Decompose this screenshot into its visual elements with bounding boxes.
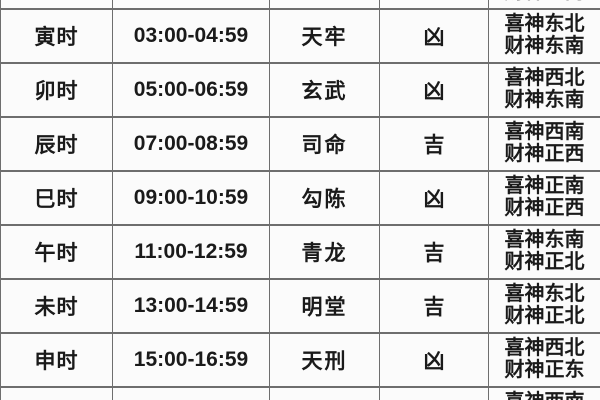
cell-fortune: 吉 — [379, 116, 489, 172]
cell-fortune: 吉 — [379, 224, 489, 280]
cell-shichen: 丑时 — [0, 0, 113, 10]
table-row[interactable]: 巳时 09:00-10:59 勾陈凶喜神正南 财神正西 — [0, 170, 600, 226]
table-row[interactable]: 丑时01:00-02:59天庭吉喜神东北财神正南 — [0, 0, 600, 10]
table-row[interactable]: 申时 15:00-16:59 天刑凶喜神西北 财神正东 — [0, 332, 600, 388]
cell-star-deity: 天庭 — [269, 0, 380, 10]
direction-caishen: 财神正东 — [504, 359, 585, 381]
cell-star-deity: 天牢 — [269, 8, 380, 64]
cell-fortune: 吉 — [379, 0, 489, 10]
cell-directions: 喜神西南 财神正西 — [488, 116, 600, 172]
cell-shichen: 午时 — [0, 224, 113, 280]
cell-time-range: 13:00-14:59 — [112, 278, 270, 334]
direction-caishen: 财神正西 — [504, 143, 585, 165]
direction-xishen: 喜神西北 — [504, 67, 585, 90]
cell-directions: 喜神东北 财神正北 — [488, 278, 600, 334]
direction-xishen: 喜神正南 — [504, 175, 585, 198]
cell-time-range: 05:00-06:59 — [112, 62, 270, 118]
cell-shichen: 申时 — [0, 332, 113, 388]
direction-caishen: 财神正西 — [504, 197, 585, 219]
cell-shichen: 酉时 — [0, 386, 113, 400]
cell-time-range: 11:00-12:59 — [112, 224, 270, 280]
direction-caishen: 财神东南 — [504, 35, 585, 57]
direction-caishen: 财神正北 — [504, 305, 585, 327]
table-row[interactable]: 午时 11:00-12:59 青龙吉喜神东南 财神正北 — [0, 224, 600, 280]
cell-time-range: 15:00-16:59 — [112, 332, 270, 388]
direction-caishen: 财神东南 — [504, 89, 585, 111]
direction-xishen: 喜神东北 — [504, 13, 585, 36]
cell-time-range: 03:00-04:59 — [112, 8, 270, 64]
cell-shichen: 未时 — [0, 278, 113, 334]
cell-star-deity: 玄武 — [269, 62, 380, 118]
cell-directions: 喜神东北财神正南 — [488, 0, 600, 10]
cell-directions: 喜神西南财神正东 — [488, 386, 600, 400]
cell-star-deity: 天刑 — [269, 332, 380, 388]
cell-shichen: 寅时 — [0, 8, 113, 64]
table-row[interactable]: 寅时 03:00-04:59 天牢凶喜神东北 财神东南 — [0, 8, 600, 64]
cell-directions: 喜神东南 财神正北 — [488, 224, 600, 280]
direction-xishen: 喜神东南 — [504, 229, 585, 252]
cell-fortune: 凶 — [379, 332, 489, 388]
cell-fortune: 凶 — [379, 8, 489, 64]
direction-caishen: 财神正北 — [504, 251, 585, 273]
cell-directions: 喜神东北 财神东南 — [488, 8, 600, 64]
cell-time-range: 07:00-08:59 — [112, 116, 270, 172]
cell-shichen: 巳时 — [0, 170, 113, 226]
cell-fortune: 吉 — [379, 278, 489, 334]
cell-fortune: 凶 — [379, 170, 489, 226]
cell-star-deity: 朱雀 — [269, 386, 380, 400]
table-row[interactable]: 辰时 07:00-08:59 司命吉喜神西南 财神正西 — [0, 116, 600, 172]
cell-shichen: 辰时 — [0, 116, 113, 172]
table-row[interactable]: 卯时 05:00-06:59 玄武凶喜神西北 财神东南 — [0, 62, 600, 118]
cell-fortune: 凶 — [379, 62, 489, 118]
direction-xishen: 喜神西南 — [491, 392, 598, 400]
table-row[interactable]: 未时 13:00-14:59 明堂吉喜神东北 财神正北 — [0, 278, 600, 334]
table-row[interactable]: 酉时17:00-18:59朱雀凶喜神西南财神正东 — [0, 386, 600, 400]
cell-star-deity: 勾陈 — [269, 170, 380, 226]
direction-xishen: 喜神西北 — [504, 337, 585, 360]
cell-time-range: 01:00-02:59 — [112, 0, 270, 10]
cell-directions: 喜神西北 财神正东 — [488, 332, 600, 388]
cell-directions: 喜神西北 财神东南 — [488, 62, 600, 118]
cell-fortune: 凶 — [379, 386, 489, 400]
cell-star-deity: 司命 — [269, 116, 380, 172]
direction-xishen: 喜神西南 — [504, 121, 585, 144]
cell-directions: 喜神正南 财神正西 — [488, 170, 600, 226]
cell-time-range: 17:00-18:59 — [112, 386, 270, 400]
cell-star-deity: 明堂 — [269, 278, 380, 334]
direction-xishen: 喜神东北 — [504, 283, 585, 306]
direction-caishen: 财神正南 — [491, 0, 598, 4]
cell-time-range: 09:00-10:59 — [112, 170, 270, 226]
cell-star-deity: 青龙 — [269, 224, 380, 280]
cell-shichen: 卯时 — [0, 62, 113, 118]
